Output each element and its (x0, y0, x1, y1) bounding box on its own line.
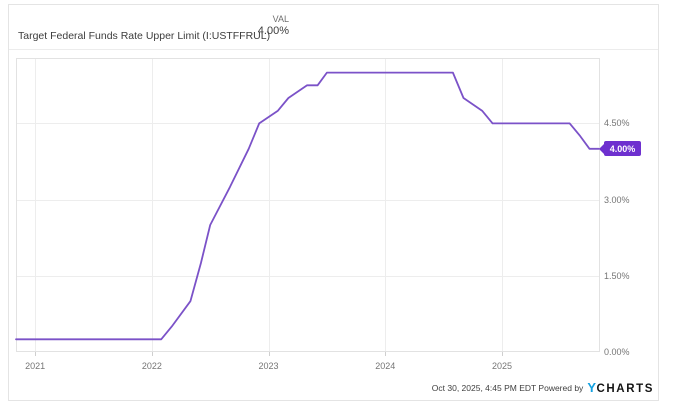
chart-footer: Oct 30, 2025, 4:45 PM EDT Powered by Y C… (432, 380, 654, 395)
x-axis-label: 2025 (491, 361, 512, 371)
plot-border (16, 58, 600, 352)
timestamp: Oct 30, 2025, 4:45 PM EDT Powered by (432, 383, 584, 393)
chart-title: Target Federal Funds Rate Upper Limit (I… (18, 30, 271, 42)
x-axis-label: 2024 (375, 361, 396, 371)
x-axis-label: 2022 (141, 361, 162, 371)
x-axis-label: 2023 (258, 361, 279, 371)
legend-current-value: 4.00% (257, 25, 289, 37)
legend: VAL 4.00% (209, 14, 289, 38)
current-value-badge-label: 4.00% (609, 143, 636, 154)
ycharts-logo-y-icon: Y (587, 380, 596, 395)
rate-series-line (15, 71, 600, 341)
ycharts-logo[interactable]: Y CHARTS (587, 380, 654, 395)
y-axis-label: 1.50% (604, 270, 630, 281)
y-axis-label: 4.50% (604, 118, 630, 129)
chart-header: Target Federal Funds Rate Upper Limit (I… (9, 5, 658, 50)
y-axis-label: 0.00% (604, 347, 630, 357)
y-axis-label: 3.00% (604, 194, 630, 205)
rate-line-chart (15, 58, 600, 356)
plot-area (15, 58, 600, 356)
powered-by-text: Powered by (538, 382, 584, 393)
chart-card: Target Federal Funds Rate Upper Limit (I… (8, 4, 659, 401)
x-axis-label: 2021 (25, 361, 46, 371)
ycharts-logo-text: CHARTS (596, 383, 654, 395)
current-value-badge: 4.00% (604, 141, 641, 157)
timestamp-text: Oct 30, 2025, 4:45 PM EDT (431, 382, 537, 393)
legend-column-header: VAL (272, 14, 289, 24)
